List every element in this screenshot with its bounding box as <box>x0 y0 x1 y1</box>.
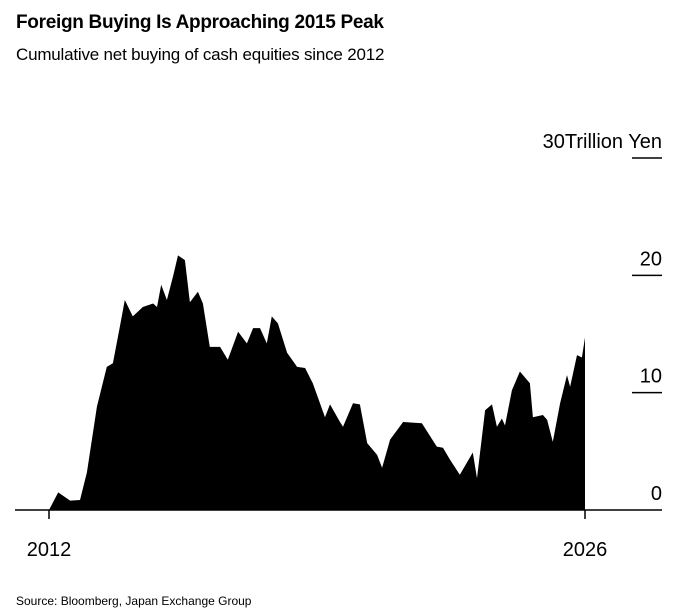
chart-subtitle: Cumulative net buying of cash equities s… <box>16 45 385 64</box>
chart-title: Foreign Buying Is Approaching 2015 Peak <box>16 12 384 33</box>
y-tick-label: 20 <box>640 248 662 270</box>
y-tick-label: 0 <box>651 483 662 505</box>
y-axis: 0 10 20 30Trillion Yen <box>543 131 662 505</box>
x-tick-label: 2012 <box>27 539 72 561</box>
source-note: Source: Bloomberg, Japan Exchange Group <box>16 594 252 608</box>
y-axis-unit: Trillion Yen <box>565 131 662 153</box>
y-tick-value: 30 <box>543 131 565 153</box>
y-tick-label: 10 <box>640 366 662 388</box>
y-tick-label: 30Trillion Yen <box>543 131 662 153</box>
cumulative-buying-area <box>49 255 585 510</box>
x-axis: 2012 2026 <box>27 510 608 561</box>
x-tick-label: 2026 <box>563 539 608 561</box>
